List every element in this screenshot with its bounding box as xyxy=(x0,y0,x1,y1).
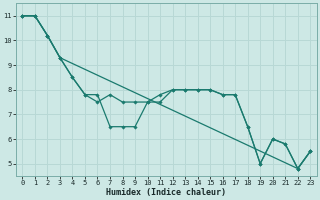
X-axis label: Humidex (Indice chaleur): Humidex (Indice chaleur) xyxy=(106,188,226,197)
